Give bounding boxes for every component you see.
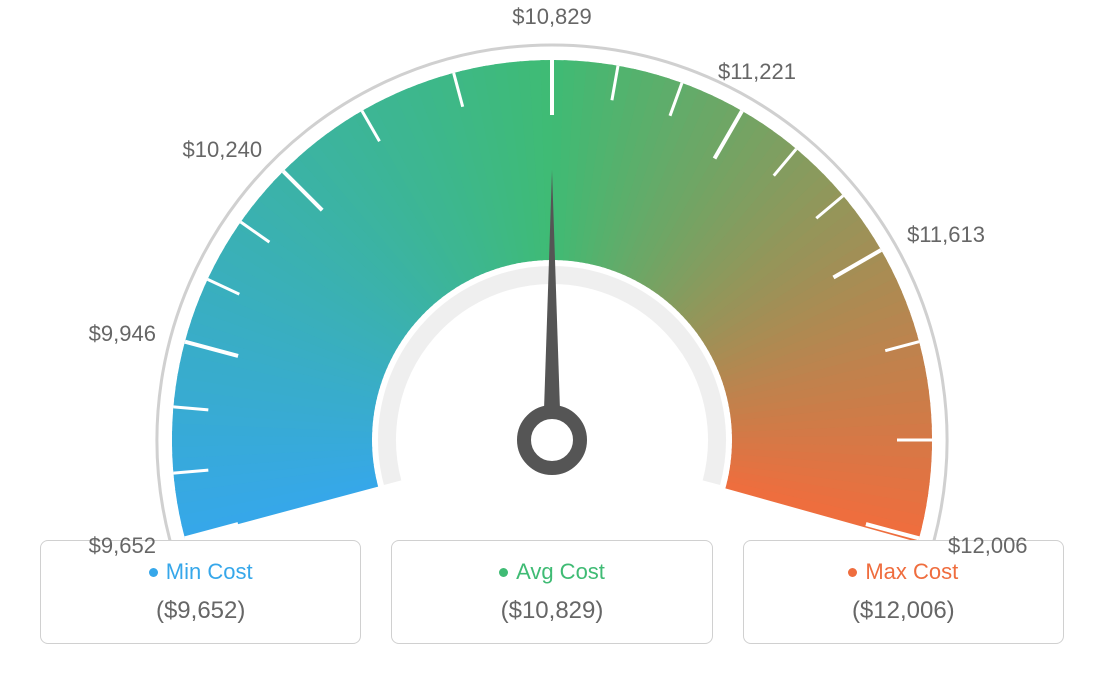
gauge-tick-label: $11,613 (907, 222, 985, 248)
gauge-tick-label: $10,240 (183, 137, 263, 163)
avg-cost-card: Avg Cost ($10,829) (391, 540, 712, 644)
gauge-tick-label: $9,946 (89, 321, 156, 347)
min-bullet-icon (149, 568, 158, 577)
min-cost-label: Min Cost (166, 559, 253, 585)
max-cost-label: Max Cost (865, 559, 958, 585)
gauge-tick-label: $9,652 (89, 533, 156, 559)
gauge-tick-label: $10,829 (512, 4, 592, 30)
min-cost-value: ($9,652) (61, 597, 340, 625)
legend-cards: Min Cost ($9,652) Avg Cost ($10,829) Max… (0, 540, 1104, 644)
max-cost-value: ($12,006) (764, 597, 1043, 625)
gauge-tick-label: $12,006 (948, 533, 1028, 559)
gauge-svg (0, 0, 1104, 540)
avg-cost-value: ($10,829) (412, 597, 691, 625)
max-bullet-icon (848, 568, 857, 577)
avg-cost-label: Avg Cost (516, 559, 605, 585)
avg-bullet-icon (499, 568, 508, 577)
gauge-tick-label: $11,221 (718, 59, 796, 85)
gauge-chart: $9,652$9,946$10,240$10,829$11,221$11,613… (0, 0, 1104, 540)
